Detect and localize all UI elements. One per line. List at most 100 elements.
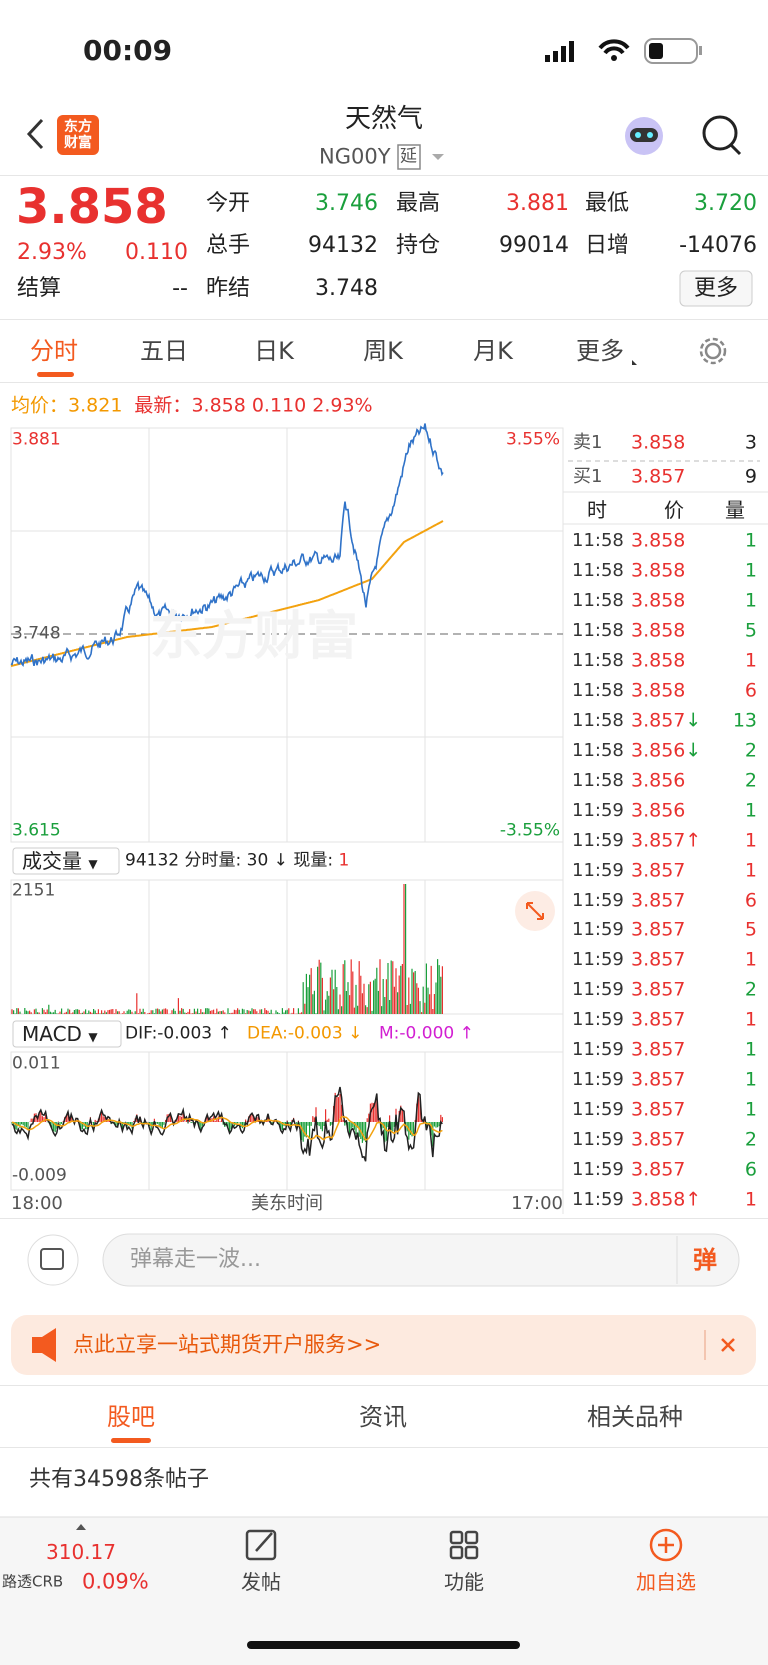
tab[interactable]: 更多 <box>576 337 624 365</box>
tab[interactable]: 股吧 <box>107 1403 155 1431</box>
trade-price: 3.857↓ <box>631 711 701 730</box>
price: 3.858 <box>631 559 686 582</box>
axis-label: -3.55% <box>499 820 560 841</box>
tab[interactable]: 日K <box>254 337 294 365</box>
arrow: ↓ <box>685 709 702 732</box>
index-value[interactable]: 310.17 <box>46 1540 116 1564</box>
price: 3.858 <box>631 649 686 672</box>
price: 3.857 <box>631 1158 686 1181</box>
trade-price: 3.856↓ <box>631 741 701 760</box>
trade-time: 11:59 <box>572 1129 624 1151</box>
arrow: ↑ <box>685 829 702 852</box>
trade-time: 11:59 <box>572 829 624 851</box>
price: 3.858 <box>631 589 686 612</box>
trade-time: 11:58 <box>572 679 624 701</box>
column-header: 时 <box>587 498 607 522</box>
trade-price: 3.857 <box>631 1070 685 1090</box>
label: 最新： <box>134 394 192 417</box>
code: NG00Y <box>319 144 391 169</box>
label: 持仓 <box>396 233 441 258</box>
price: 3.857 <box>631 1128 686 1151</box>
trade-volume: 1 <box>744 829 757 852</box>
nav-item[interactable]: 加自选 <box>636 1570 696 1594</box>
label: 结算 <box>17 276 62 301</box>
trade-volume: 1 <box>744 799 757 822</box>
value: 99014 <box>499 233 569 258</box>
trade-volume: 6 <box>744 889 757 912</box>
delay-tag: 延 <box>400 146 417 167</box>
tab[interactable]: 周K <box>363 337 403 365</box>
selector[interactable]: MACD ▼ <box>22 1022 98 1046</box>
trade-price: 3.857 <box>631 1098 686 1121</box>
price: 3.858 <box>631 529 686 552</box>
value: -14076 <box>679 233 757 258</box>
trade-time: 11:59 <box>572 889 624 911</box>
price: 3.857 <box>631 1098 686 1121</box>
tab[interactable]: 五日 <box>140 337 188 365</box>
trade-time: 11:59 <box>572 979 624 1001</box>
trade-volume: 1 <box>744 649 757 672</box>
trade-price: 3.858↑ <box>631 1190 701 1210</box>
label: 均价： <box>11 394 69 417</box>
more-button[interactable]: 更多 <box>693 276 738 301</box>
trade-volume: 1 <box>744 1038 757 1061</box>
tab[interactable]: 分时 <box>30 337 78 365</box>
label: 最高 <box>396 191 441 216</box>
trade-price: 3.857 <box>631 891 685 910</box>
trade-volume: 1 <box>744 559 757 582</box>
trade-time: 11:58 <box>572 619 624 641</box>
value: 3.857 <box>631 465 686 488</box>
column-header: 价 <box>664 498 684 522</box>
price: 3.856 <box>631 739 686 762</box>
value: 94132 <box>125 850 180 871</box>
trade-price: 3.857 <box>631 1128 686 1151</box>
trade-price: 3.857 <box>631 980 685 1000</box>
axis-label: 0.011 <box>12 1053 61 1074</box>
axis-label: 2151 <box>12 880 56 901</box>
price: 3.857 <box>631 859 686 882</box>
index-pct[interactable]: 0.09% <box>82 1569 149 1594</box>
trade-volume: 1 <box>744 1008 757 1031</box>
price: 3.857 <box>631 918 686 941</box>
trade-volume: 2 <box>744 1128 757 1151</box>
label: 日增 <box>585 233 630 258</box>
trade-price: 3.857 <box>631 950 685 970</box>
watermark: 东方财富 <box>150 607 359 667</box>
trade-price: 3.856 <box>631 771 685 790</box>
m: M:-0.000 ↑ <box>379 1023 474 1044</box>
selector[interactable]: 成交量 ▼ <box>22 849 98 873</box>
danmu-input[interactable]: 弹幕走一波... <box>130 1247 261 1272</box>
label: 昨结 <box>206 276 251 301</box>
axis-label: 17:00 <box>511 1193 563 1214</box>
trade-volume: 1 <box>744 859 757 882</box>
trade-volume: 2 <box>744 978 757 1001</box>
trade-time: 11:59 <box>572 799 624 821</box>
selector-text: 成交量 <box>22 849 82 873</box>
trade-time: 11:58 <box>572 530 624 551</box>
label: 买1 <box>573 466 603 487</box>
trade-price: 3.858 <box>631 681 685 700</box>
tab[interactable]: 月K <box>473 337 513 365</box>
label: 最低 <box>585 191 630 216</box>
trade-price: 3.858 <box>631 651 685 670</box>
tab[interactable]: 资讯 <box>359 1403 407 1431</box>
price: 3.858 <box>16 179 168 235</box>
axis-label: 3.881 <box>12 429 61 450</box>
value: 3.881 <box>506 191 569 216</box>
value: 3.821 <box>68 394 123 417</box>
value: 0.110 <box>251 394 307 417</box>
value: 3 <box>744 431 757 454</box>
nav-item[interactable]: 功能 <box>444 1570 484 1594</box>
title: 天然气 <box>344 104 423 134</box>
index-name[interactable]: 路透CRB <box>2 1572 64 1591</box>
trade-price: 3.857 <box>631 861 685 880</box>
nav-item[interactable]: 发帖 <box>241 1570 281 1594</box>
trade-time: 11:59 <box>572 1099 624 1121</box>
clock: 00:09 <box>83 34 173 67</box>
price: 3.858 <box>631 679 686 702</box>
dea-line <box>11 1115 443 1141</box>
tab[interactable]: 相关品种 <box>587 1403 683 1431</box>
banner[interactable]: 点此立享一站式期货开户服务>> <box>73 1332 382 1357</box>
column-header: 量 <box>725 498 745 522</box>
danmu-button[interactable]: 弹 <box>693 1246 717 1274</box>
